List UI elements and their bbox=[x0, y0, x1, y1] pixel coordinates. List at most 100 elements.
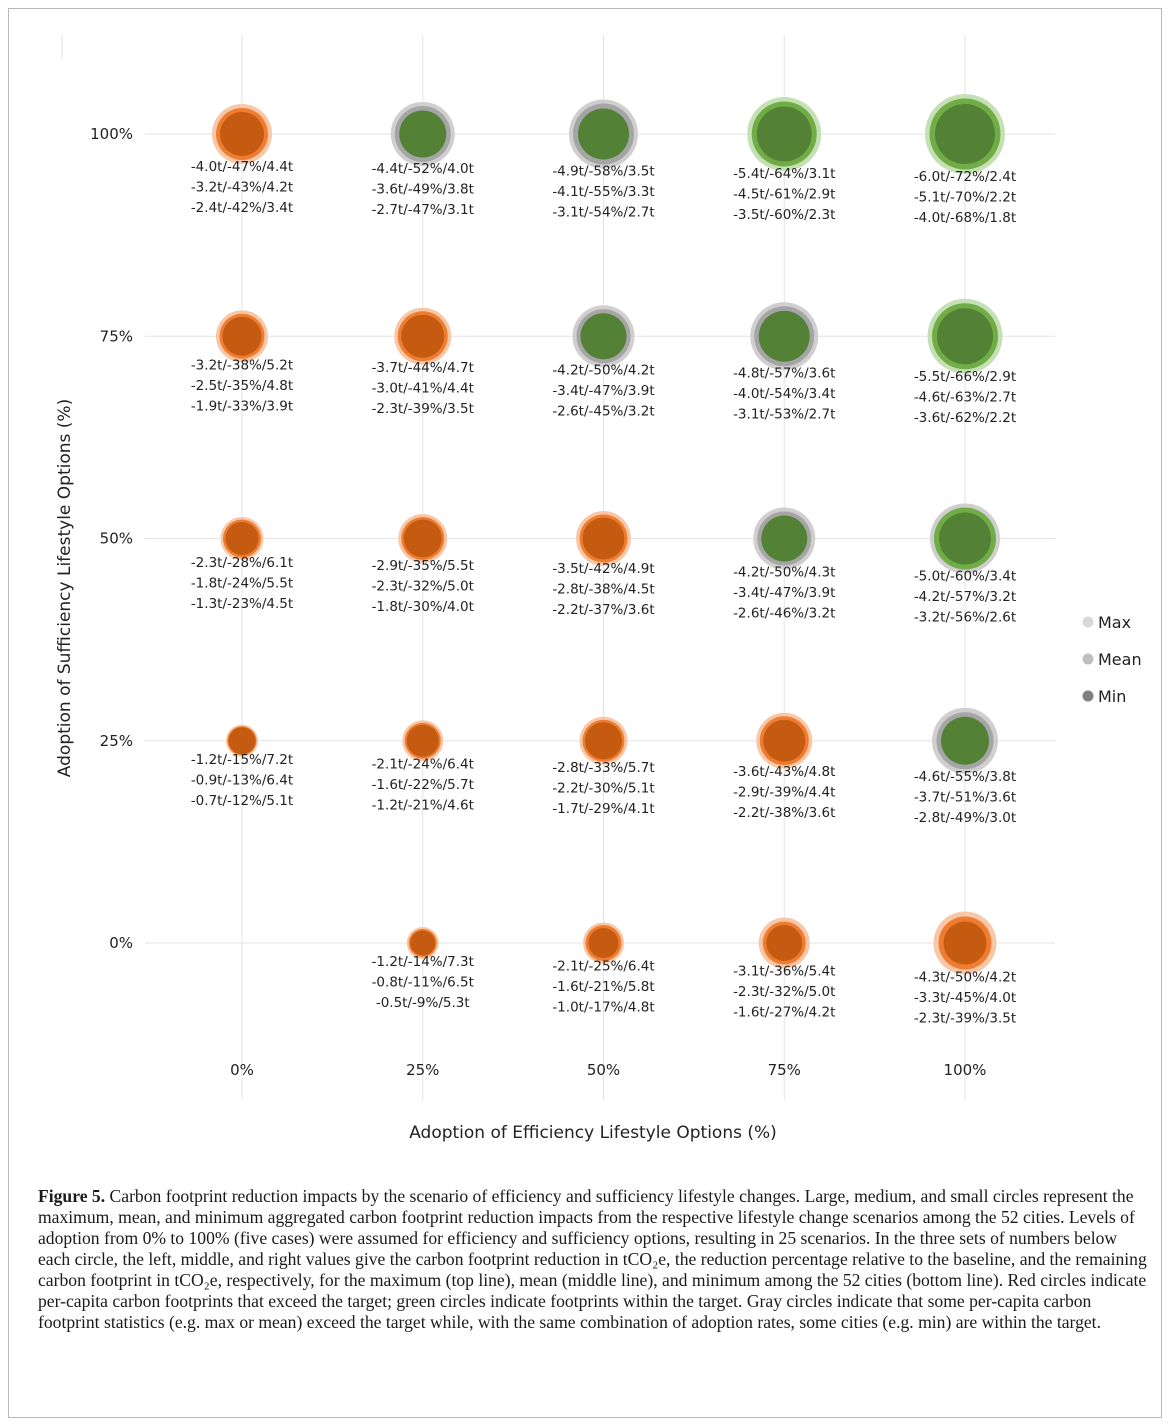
data-label: -3.1t/-36%/5.4t bbox=[733, 964, 835, 980]
bubble-min bbox=[410, 930, 436, 956]
bubble-min bbox=[582, 517, 625, 560]
data-label: -4.2t/-50%/4.2t bbox=[552, 362, 654, 378]
data-label: -2.4t/-42%/3.4t bbox=[191, 200, 293, 216]
data-label: -2.6t/-46%/3.2t bbox=[733, 606, 835, 622]
data-label: -4.0t/-47%/4.4t bbox=[191, 159, 293, 175]
bubble-min bbox=[585, 722, 622, 760]
data-label: -2.3t/-39%/3.5t bbox=[372, 401, 474, 417]
data-label: -2.9t/-39%/4.4t bbox=[733, 784, 835, 800]
data-label: -3.2t/-56%/2.6t bbox=[914, 610, 1016, 626]
data-label: -1.8t/-24%/5.5t bbox=[191, 576, 293, 592]
data-label: -2.1t/-25%/6.4t bbox=[552, 959, 654, 975]
figure-frame bbox=[8, 8, 1162, 1418]
data-label: -4.0t/-54%/3.4t bbox=[733, 386, 835, 402]
data-label: -4.2t/-50%/4.3t bbox=[733, 565, 835, 581]
caption-lead: Figure 5. bbox=[38, 1186, 106, 1206]
y-axis-label: Adoption of Sufficiency Lifestyle Option… bbox=[55, 399, 75, 777]
data-label: -4.8t/-57%/3.6t bbox=[733, 365, 835, 381]
data-label: -3.0t/-41%/4.4t bbox=[372, 380, 474, 396]
bubble-min bbox=[588, 928, 619, 958]
data-label: -2.2t/-37%/3.6t bbox=[552, 602, 654, 618]
data-label: -2.6t/-45%/3.2t bbox=[552, 403, 654, 419]
y-tick-label: 0% bbox=[109, 934, 133, 952]
data-label: -3.5t/-60%/2.3t bbox=[733, 207, 835, 223]
data-label: -2.8t/-49%/3.0t bbox=[914, 810, 1016, 826]
data-label: -3.1t/-53%/2.7t bbox=[733, 406, 835, 422]
data-label: -1.2t/-14%/7.3t bbox=[372, 954, 474, 970]
data-label: -1.0t/-17%/4.8t bbox=[552, 1000, 654, 1016]
data-label: -2.1t/-24%/6.4t bbox=[372, 756, 474, 772]
y-tick-label: 100% bbox=[90, 125, 133, 143]
bubble-min bbox=[403, 519, 442, 558]
bubble-min bbox=[225, 522, 259, 555]
data-label: -1.6t/-21%/5.8t bbox=[552, 979, 654, 995]
data-label: -5.1t/-70%/2.2t bbox=[914, 190, 1016, 206]
bubble-min bbox=[941, 716, 989, 765]
data-label: -1.6t/-27%/4.2t bbox=[733, 1005, 835, 1021]
legend-label: Max bbox=[1098, 613, 1131, 632]
data-label: -1.2t/-21%/4.6t bbox=[372, 797, 474, 813]
data-label: -3.6t/-62%/2.2t bbox=[914, 410, 1016, 426]
data-label: -1.7t/-29%/4.1t bbox=[552, 801, 654, 817]
chart-axis-ticks: 0% 25% 50% 75% 100% 0% 25% 50% 75% 100% bbox=[90, 125, 986, 1079]
data-label: -4.6t/-55%/3.8t bbox=[914, 769, 1016, 785]
chart-legend: Max Mean Min bbox=[1082, 613, 1142, 706]
data-label: -5.4t/-64%/3.1t bbox=[733, 166, 835, 182]
bubble-min bbox=[943, 921, 987, 965]
data-label: -4.9t/-58%/3.5t bbox=[552, 164, 654, 180]
bubble-chart: -4.0t/-47%/4.4t -3.2t/-43%/4.2t -2.4t/-42%… bbox=[55, 35, 1142, 1143]
bubble-min bbox=[763, 719, 806, 762]
data-label: -3.2t/-38%/5.2t bbox=[191, 357, 293, 373]
bubble-min bbox=[935, 104, 995, 164]
data-label: -2.2t/-38%/3.6t bbox=[733, 805, 835, 821]
data-label: -0.5t/-9%/5.3t bbox=[376, 995, 470, 1011]
data-label: -3.3t/-45%/4.0t bbox=[914, 990, 1016, 1006]
data-label: -3.2t/-43%/4.2t bbox=[191, 180, 293, 196]
data-label: -2.7t/-47%/3.1t bbox=[372, 202, 474, 218]
x-tick-label: 75% bbox=[768, 1061, 801, 1079]
data-label: -4.1t/-55%/3.3t bbox=[552, 184, 654, 200]
data-label: -3.7t/-51%/3.6t bbox=[914, 789, 1016, 805]
bubble-min bbox=[766, 925, 803, 961]
data-label: -4.2t/-57%/3.2t bbox=[914, 589, 1016, 605]
legend-label: Min bbox=[1098, 687, 1126, 706]
legend-marker bbox=[1082, 653, 1094, 665]
bubble-min bbox=[578, 108, 629, 160]
data-label: -3.6t/-43%/4.8t bbox=[733, 764, 835, 780]
data-label: -1.2t/-15%/7.2t bbox=[191, 752, 293, 768]
bubble-min bbox=[228, 727, 256, 755]
data-label: -3.4t/-47%/3.9t bbox=[552, 383, 654, 399]
x-tick-label: 50% bbox=[587, 1061, 620, 1079]
bubble-min bbox=[761, 515, 808, 562]
bubble-min bbox=[406, 724, 439, 757]
data-label: -4.6t/-63%/2.7t bbox=[914, 389, 1016, 405]
data-label: -6.0t/-72%/2.4t bbox=[914, 169, 1016, 185]
data-label: -2.3t/-39%/3.5t bbox=[914, 1011, 1016, 1027]
data-label: -3.6t/-49%/3.8t bbox=[372, 182, 474, 198]
bubble-min bbox=[580, 313, 627, 360]
data-label: -0.8t/-11%/6.5t bbox=[372, 975, 474, 991]
data-label: -0.9t/-13%/6.4t bbox=[191, 772, 293, 788]
y-tick-label: 50% bbox=[100, 530, 133, 548]
bubble-min bbox=[939, 512, 991, 565]
y-tick-label: 25% bbox=[100, 732, 133, 750]
data-label: -2.5t/-35%/4.8t bbox=[191, 378, 293, 394]
data-label: -2.3t/-28%/6.1t bbox=[191, 555, 293, 571]
data-label: -2.3t/-32%/5.0t bbox=[733, 984, 835, 1000]
data-label: -5.0t/-60%/3.4t bbox=[914, 569, 1016, 585]
bubble-min bbox=[756, 106, 812, 162]
data-label: -2.8t/-38%/4.5t bbox=[552, 582, 654, 598]
legend-label: Mean bbox=[1098, 650, 1142, 669]
chart-bubbles bbox=[212, 94, 1005, 975]
bubble-min bbox=[220, 112, 264, 156]
data-label: -4.3t/-50%/4.2t bbox=[914, 970, 1016, 986]
data-label: -2.8t/-33%/5.7t bbox=[552, 760, 654, 776]
chart-data-labels: -4.0t/-47%/4.4t -3.2t/-43%/4.2t -2.4t/-42%… bbox=[191, 159, 1016, 1027]
bubble-min bbox=[758, 310, 810, 362]
data-label: -3.5t/-42%/4.9t bbox=[552, 561, 654, 577]
data-label: -3.4t/-47%/3.9t bbox=[733, 585, 835, 601]
bubble-min bbox=[937, 308, 993, 365]
data-label: -5.5t/-66%/2.9t bbox=[914, 369, 1016, 385]
data-label: -4.4t/-52%/4.0t bbox=[372, 161, 474, 177]
bubble-min bbox=[399, 110, 447, 158]
